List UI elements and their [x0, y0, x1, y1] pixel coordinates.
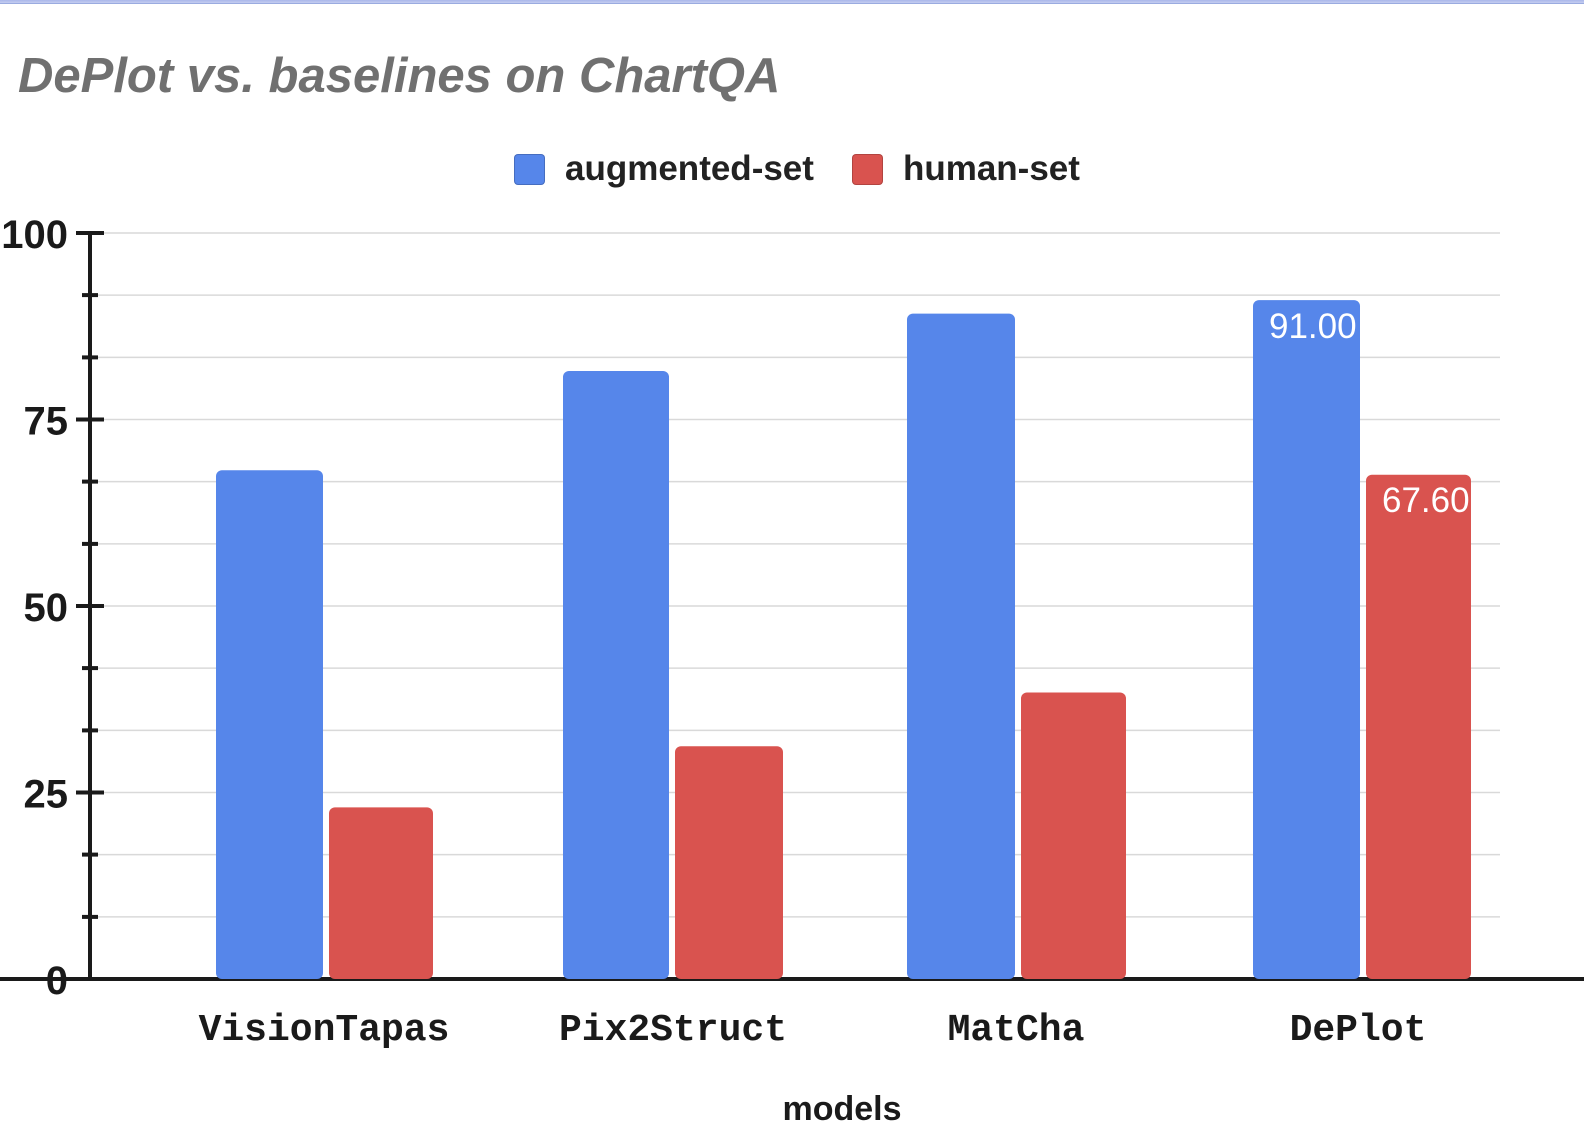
svg-text:67.60: 67.60	[1382, 481, 1470, 520]
svg-text:VisionTapas: VisionTapas	[199, 1009, 450, 1052]
svg-text:MatCha: MatCha	[948, 1009, 1085, 1052]
svg-text:50: 50	[24, 586, 69, 630]
svg-text:DePlot: DePlot	[1290, 1009, 1427, 1052]
svg-text:75: 75	[24, 400, 69, 444]
svg-text:0: 0	[46, 959, 68, 1003]
svg-text:100: 100	[1, 213, 68, 257]
svg-text:Pix2Struct: Pix2Struct	[559, 1009, 787, 1052]
svg-text:models: models	[782, 1090, 901, 1128]
svg-text:91.00: 91.00	[1269, 307, 1357, 346]
svg-text:25: 25	[24, 773, 69, 817]
